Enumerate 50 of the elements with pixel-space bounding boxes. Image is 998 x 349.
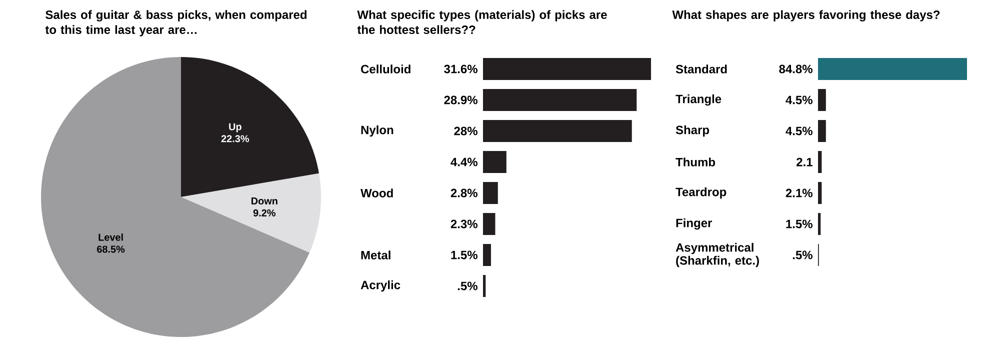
data-label: .5% — [458, 282, 478, 290]
y-tick-label: Celluloid — [361, 64, 410, 74]
data-label: 68.5% — [97, 246, 125, 253]
y-tick-label: Teardrop — [676, 187, 726, 199]
data-label: 2.1 — [796, 158, 812, 166]
chart-title: What shapes are players favoring these days? — [672, 10, 940, 22]
data-label: 4.4% — [450, 158, 478, 166]
chart-title: What specific types (materials) of picks are the hottest sellers?? — [357, 10, 607, 34]
bar — [483, 151, 506, 174]
data-label: 31.6% — [444, 64, 478, 74]
y-tick-label: Nylon — [361, 125, 394, 137]
data-label: 1.5% — [451, 250, 478, 260]
data-label: 4.5% — [786, 96, 812, 104]
y-tick-label: Thumb — [676, 158, 716, 166]
y-tick-label: Wood — [360, 188, 393, 198]
data-label: 2.8% — [450, 188, 478, 198]
bar — [818, 58, 968, 80]
data-label: 1.5% — [786, 220, 812, 228]
slice-label: Down — [252, 198, 278, 205]
bar — [818, 213, 821, 236]
bar — [818, 89, 826, 112]
slice-label: Level — [98, 233, 123, 241]
data-label: .5% — [792, 250, 812, 260]
data-label: 22.3% — [221, 135, 250, 142]
chart-title: Sales of guitar & bass picks, when compared to this time last year are… — [45, 10, 306, 36]
bar — [483, 275, 486, 298]
data-label: 28% — [454, 126, 478, 136]
bar — [818, 151, 822, 174]
y-tick-label: Sharp — [676, 125, 710, 137]
bar — [483, 120, 632, 142]
y-tick-label: Triangle — [676, 94, 722, 106]
y-tick-label: Finger — [676, 218, 712, 230]
data-label: 28.9% — [444, 96, 478, 104]
data-label: 2.3% — [450, 220, 478, 228]
data-label: 2.1% — [786, 188, 812, 198]
bar — [818, 120, 826, 142]
data-label: 9.2% — [253, 209, 276, 216]
y-tick-label: Standard — [676, 64, 727, 74]
slice-label: Up — [229, 123, 242, 132]
data-label: 4.5% — [786, 126, 812, 136]
bar — [483, 213, 496, 236]
y-tick-label: Metal — [361, 250, 390, 260]
bar — [483, 58, 652, 80]
bar — [483, 244, 491, 266]
y-tick-label: Acrylic — [360, 280, 400, 292]
y-tick-label: Asymmetrical (Sharkfin, etc.) — [676, 242, 759, 268]
bar — [483, 182, 498, 204]
bar — [818, 182, 822, 204]
data-label: 84.8% — [779, 64, 812, 74]
bar — [483, 89, 637, 112]
